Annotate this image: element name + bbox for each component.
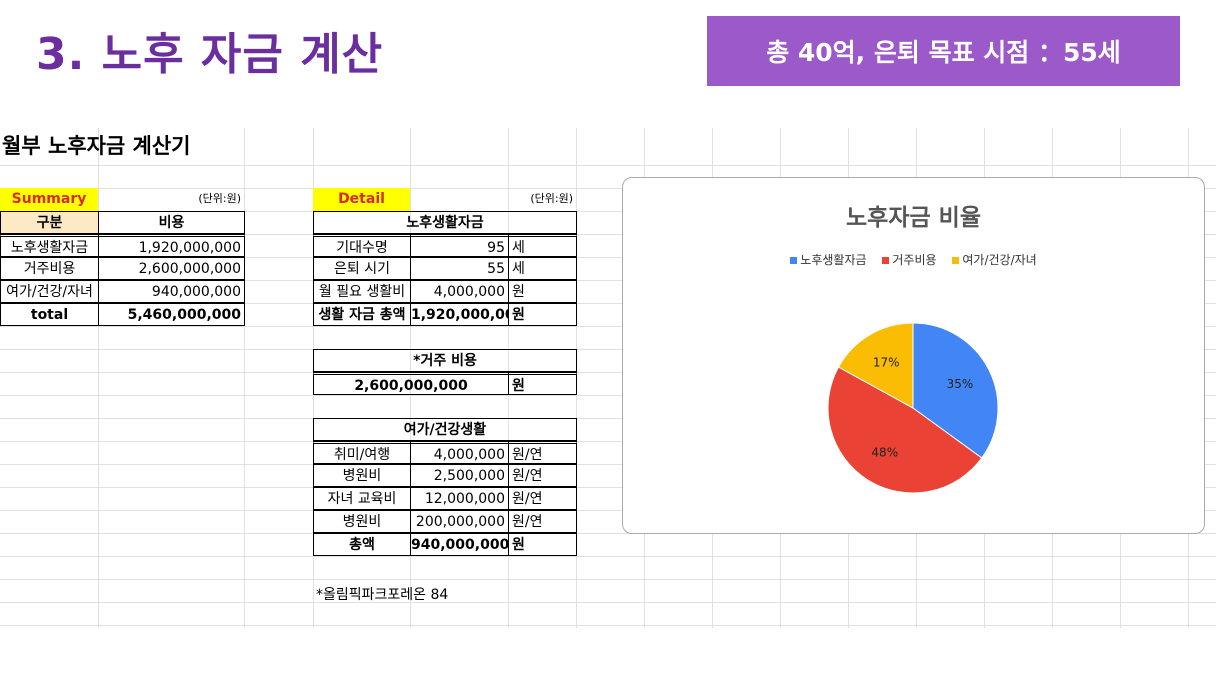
detail-label: Detail xyxy=(313,188,410,211)
summary-row-name: 거주비용 xyxy=(0,257,99,280)
housing-value: 2,600,000,000 xyxy=(313,372,509,395)
living-row-value: 55 xyxy=(410,257,509,280)
detail-unit: (단위:원) xyxy=(530,192,573,205)
living-row-value: 95 xyxy=(410,234,509,257)
goal-badge: 총 40억, 은퇴 목표 시점 ：55세 xyxy=(707,16,1180,86)
living-total-unit: 원 xyxy=(508,303,577,326)
living-row-name: 은퇴 시기 xyxy=(313,257,411,280)
leisure-row-unit: 원/연 xyxy=(508,487,577,510)
leisure-row-unit: 원/연 xyxy=(508,441,577,464)
leisure-row-value: 200,000,000 xyxy=(410,510,509,533)
housing-header: *거주 비용 xyxy=(313,349,577,372)
summary-label: Summary xyxy=(0,188,98,211)
chart-legend: 노후생활자금 거주비용 여가/건강/자녀 xyxy=(623,251,1204,268)
leisure-total-label: 총액 xyxy=(313,533,411,556)
legend-item: 거주비용 xyxy=(882,251,937,268)
slide-title: 3. 노후 자금 계산 xyxy=(36,29,384,80)
pie-chart[interactable]: 노후자금 비율 노후생활자금 거주비용 여가/건강/자녀 35% 48% 17% xyxy=(622,177,1205,534)
legend-swatch xyxy=(952,257,960,264)
slice-label: 48% xyxy=(871,445,898,459)
living-header: 노후생활자금 xyxy=(313,211,577,234)
leisure-row-name: 자녀 교육비 xyxy=(313,487,411,510)
summary-unit: (단위:원) xyxy=(198,192,241,205)
legend-label: 노후생활자금 xyxy=(800,253,867,267)
summary-header-cost: 비용 xyxy=(98,211,245,234)
leisure-row-value: 2,500,000 xyxy=(410,464,509,487)
leisure-row-value: 4,000,000 xyxy=(410,441,509,464)
slice-label: 17% xyxy=(873,356,900,370)
living-row-name: 월 필요 생활비 xyxy=(313,280,411,303)
leisure-row-name: 취미/여행 xyxy=(313,441,411,464)
leisure-row-name: 병원비 xyxy=(313,510,411,533)
spreadsheet: 월부 노후자금 계산기 Summary (단위:원) 구분 비용 노후생활자금 … xyxy=(0,128,1216,628)
legend-item: 노후생활자금 xyxy=(790,251,867,268)
living-row-unit: 세 xyxy=(508,257,577,280)
legend-item: 여가/건강/자녀 xyxy=(952,251,1037,268)
living-row-value: 4,000,000 xyxy=(410,280,509,303)
housing-unit: 원 xyxy=(508,372,577,395)
pie-slice[interactable] xyxy=(827,366,983,494)
living-total-value: 1,920,000,000 xyxy=(410,303,509,326)
living-row-unit: 원 xyxy=(508,280,577,303)
summary-row-value: 2,600,000,000 xyxy=(98,257,245,280)
summary-total-value: 5,460,000,000 xyxy=(98,303,245,326)
living-row-name: 기대수명 xyxy=(313,234,411,257)
summary-row-name: 여가/건강/자녀 xyxy=(0,280,99,303)
summary-row-name: 노후생활자금 xyxy=(0,234,99,257)
leisure-row-name: 병원비 xyxy=(313,464,411,487)
summary-row-value: 940,000,000 xyxy=(98,280,245,303)
legend-swatch xyxy=(790,257,798,264)
pie-slice[interactable] xyxy=(912,322,999,459)
summary-header-category: 구분 xyxy=(0,211,99,234)
leisure-header: 여가/건강생활 xyxy=(313,418,577,441)
living-row-unit: 세 xyxy=(508,234,577,257)
leisure-row-unit: 원/연 xyxy=(508,510,577,533)
sheet-title: 월부 노후자금 계산기 xyxy=(2,134,191,158)
leisure-total-unit: 원 xyxy=(508,533,577,556)
leisure-row-value: 12,000,000 xyxy=(410,487,509,510)
leisure-total-value: 940,000,000 xyxy=(410,533,509,556)
leisure-row-unit: 원/연 xyxy=(508,464,577,487)
pie-svg: 35% 48% 17% xyxy=(827,322,999,494)
slice-label: 35% xyxy=(947,377,974,391)
legend-label: 여가/건강/자녀 xyxy=(962,253,1037,267)
legend-label: 거주비용 xyxy=(892,253,937,267)
chart-title: 노후자금 비율 xyxy=(846,205,981,231)
summary-row-value: 1,920,000,000 xyxy=(98,234,245,257)
legend-swatch xyxy=(882,257,890,264)
living-total-label: 생활 자금 총액 xyxy=(313,303,411,326)
pie-slice[interactable] xyxy=(837,322,914,409)
summary-total-label: total xyxy=(0,303,99,326)
footnote: *올림픽파크포레온 84 xyxy=(316,587,449,603)
